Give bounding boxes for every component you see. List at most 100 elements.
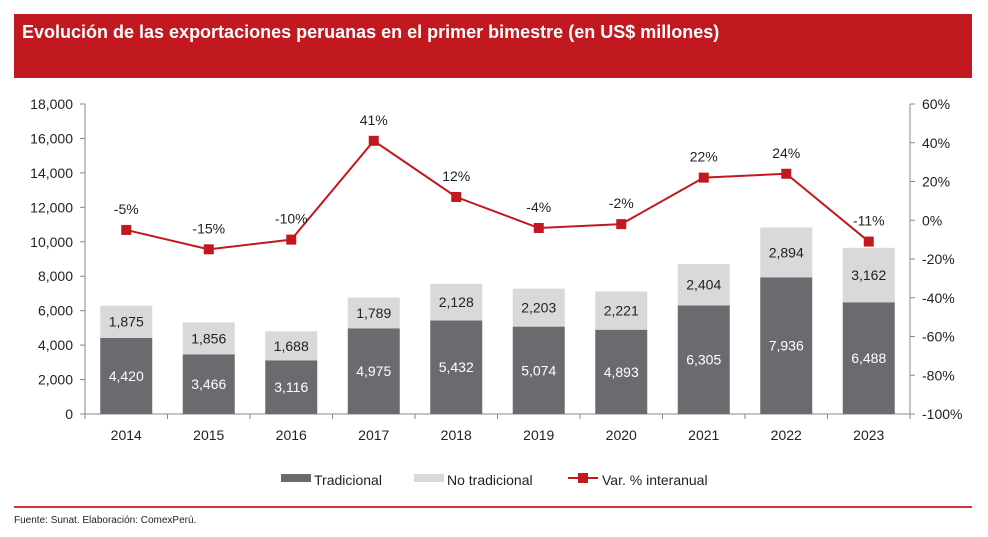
label-tradicional: 4,893 [604,364,639,380]
bar-tradicional [265,360,318,414]
bar-no-tradicional [512,288,565,327]
marker-var-interanual [533,223,544,233]
marker-var-interanual [451,192,462,202]
marker-var-interanual [698,172,709,183]
label-var-interanual: 24% [772,145,800,161]
label-no-tradicional: 1,688 [274,338,309,354]
bar-tradicional [430,320,483,414]
label-tradicional: 3,466 [191,376,226,392]
x-tick-label: 2019 [523,427,554,443]
bar-no-tradicional [677,264,730,306]
label-var-interanual: -2% [609,195,634,211]
label-no-tradicional: 2,221 [604,303,639,319]
label-var-interanual: 12% [442,168,470,184]
bar-no-tradicional [347,297,400,329]
y-tick-label: 16,000 [30,130,73,146]
label-tradicional: 4,975 [356,363,391,379]
y-tick-label: 6,000 [38,303,73,319]
marker-var-interanual [781,168,792,179]
bar-tradicional [512,326,565,414]
marker-var-interanual [121,224,132,235]
y-tick-label: 0 [65,406,73,422]
y2-tick-label: -60% [922,329,955,345]
label-tradicional: 5,432 [439,359,474,375]
label-no-tradicional: 2,203 [521,300,556,316]
divider [14,506,972,508]
bar-tradicional [100,337,153,414]
label-no-tradicional: 3,162 [851,267,886,283]
bar-tradicional [760,277,813,414]
label-no-tradicional: 1,856 [191,330,226,346]
label-tradicional: 5,074 [521,362,556,378]
bar-no-tradicional [595,291,648,330]
label-var-interanual: 41% [360,112,388,128]
label-no-tradicional: 2,894 [769,244,804,260]
marker-var-interanual [286,234,297,245]
y-tick-label: 18,000 [30,96,73,112]
y-tick-label: 4,000 [38,337,73,353]
x-tick-label: 2018 [441,427,472,443]
label-tradicional: 4,420 [109,368,144,384]
marker-var-interanual [863,236,874,247]
y-tick-label: 12,000 [30,199,73,215]
bar-tradicional [677,305,730,414]
label-no-tradicional: 2,404 [686,277,721,293]
label-var-interanual: -11% [853,213,885,229]
x-tick-label: 2020 [606,427,637,443]
x-tick-label: 2022 [771,427,802,443]
legend-label-no-tradicional: No tradicional [447,472,533,488]
bar-no-tradicional [182,322,235,355]
label-no-tradicional: 2,128 [439,294,474,310]
y2-tick-label: 20% [922,174,950,190]
line-var-interanual [126,139,870,251]
label-var-interanual: -15% [192,220,225,236]
bar-tradicional [182,354,235,414]
y2-tick-label: -100% [922,406,962,422]
legend-label-tradicional: Tradicional [314,472,382,488]
legend-swatch-no-tradicional [414,474,444,482]
y-tick-label: 8,000 [38,268,73,284]
chart-title: Evolución de las exportaciones peruanas … [22,22,720,42]
bar-no-tradicional [430,283,483,321]
label-tradicional: 3,116 [274,379,308,395]
x-tick-label: 2017 [358,427,389,443]
y2-tick-label: -80% [922,367,955,383]
y2-tick-label: 60% [922,96,950,112]
y2-tick-label: 0% [922,212,942,228]
bar-no-tradicional [842,247,895,303]
label-var-interanual: -5% [114,201,139,217]
y2-tick-label: 40% [922,135,950,151]
y-tick-label: 2,000 [38,372,73,388]
bar-tradicional [842,302,895,414]
bar-no-tradicional [100,305,153,338]
label-no-tradicional: 1,875 [109,314,144,330]
marker-var-interanual [368,135,379,146]
y-tick-label: 10,000 [30,234,73,250]
y-tick-label: 14,000 [30,165,73,181]
x-tick-label: 2021 [688,427,719,443]
label-tradicional: 7,936 [769,338,804,354]
label-no-tradicional: 1,789 [356,305,391,321]
marker-var-interanual [203,244,214,255]
label-var-interanual: -10% [275,211,308,227]
bar-tradicional [595,329,648,414]
marker-var-interanual [616,219,627,230]
legend-marker-var [578,473,588,483]
x-tick-label: 2014 [111,427,142,443]
bar-no-tradicional [265,331,318,361]
x-tick-label: 2023 [853,427,884,443]
title-bar [14,14,972,78]
y2-tick-label: -40% [922,290,955,306]
label-var-interanual: -4% [526,199,551,215]
x-tick-label: 2016 [276,427,307,443]
x-tick-label: 2015 [193,427,224,443]
source-note: Fuente: Sunat. Elaboración: ComexPerú. [14,515,197,526]
legend-label-var: Var. % interanual [602,472,708,488]
label-tradicional: 6,305 [686,352,721,368]
bar-tradicional [347,328,400,414]
label-tradicional: 6,488 [851,350,886,366]
bar-no-tradicional [760,227,813,278]
y2-tick-label: -20% [922,251,955,267]
